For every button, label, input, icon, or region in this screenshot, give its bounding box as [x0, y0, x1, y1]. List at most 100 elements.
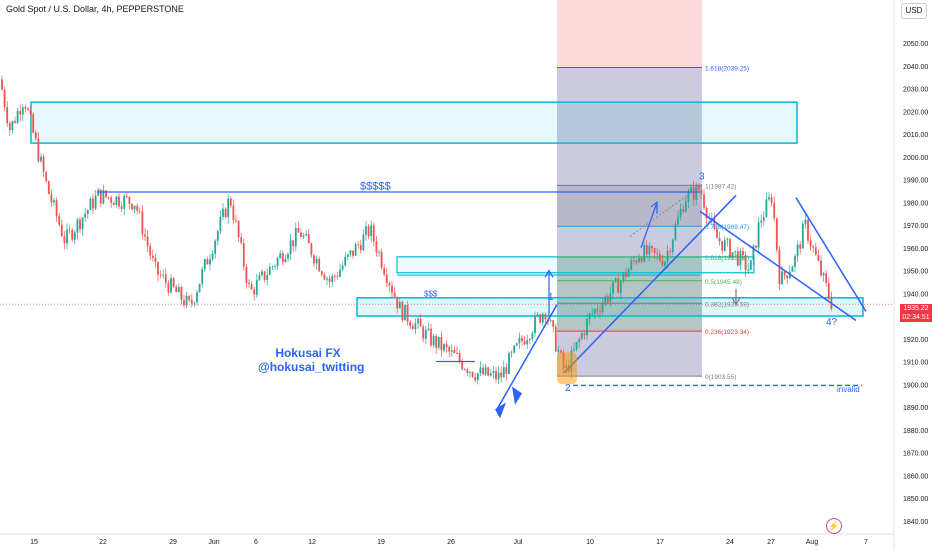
candle-body [352, 250, 354, 256]
candle-body [417, 318, 419, 324]
candle-body [401, 301, 404, 321]
candle-body [367, 226, 370, 237]
candle-body [817, 254, 820, 261]
y-tick-label: 1950.00 [903, 269, 928, 276]
candle-body [237, 221, 240, 238]
candle-body [45, 171, 48, 182]
candle-body [640, 258, 643, 262]
y-tick-label: 1860.00 [903, 473, 928, 480]
candle-body [783, 271, 786, 276]
candle-body [591, 313, 594, 315]
triangle-marker-1 [495, 402, 506, 419]
candle-body [357, 244, 360, 246]
candle-body [222, 208, 224, 217]
trendline-lower [699, 210, 857, 322]
candle-body [133, 205, 136, 210]
candle-body [822, 273, 825, 276]
fib-level-label: 0.236(1923.34) [705, 329, 749, 336]
candle-body [370, 225, 373, 237]
candle-body [471, 371, 474, 377]
candle-body [612, 281, 614, 294]
candle-body [341, 265, 344, 270]
candle-body [677, 216, 679, 225]
chart-title: Gold Spot / U.S. Dollar, 4h, PEPPERSTONE [6, 4, 184, 14]
candle-body [484, 367, 487, 375]
candle-body [79, 219, 81, 230]
candle-body [219, 216, 222, 232]
candle-body [599, 311, 601, 313]
candle-body [531, 333, 534, 339]
candle-body [24, 107, 27, 109]
author-watermark: Hokusai FX @hokusai_twitting [258, 346, 364, 374]
candle-body [521, 338, 523, 342]
candle-body [42, 156, 45, 172]
candle-body [773, 202, 776, 219]
candle-body [393, 292, 396, 297]
candle-body [796, 244, 799, 256]
trendline-upper [795, 197, 867, 312]
candle-body [55, 200, 58, 217]
candle-body [791, 266, 794, 272]
candle-body [799, 244, 802, 249]
y-tick-label: 2030.00 [903, 87, 928, 94]
candle-body [300, 232, 302, 237]
candle-body [120, 206, 123, 209]
candle-body [97, 189, 100, 196]
candle-body [430, 328, 432, 346]
candle-body [60, 224, 63, 237]
candle-body [645, 245, 648, 255]
candle-body [731, 252, 734, 258]
candle-body [809, 240, 812, 247]
candle-body [492, 370, 495, 374]
candle-body [648, 245, 651, 255]
candle-body [617, 278, 620, 293]
y-tick-label: 2020.00 [903, 109, 928, 116]
candle-body [726, 239, 729, 241]
candle-body [596, 309, 599, 312]
candle-body [541, 314, 544, 323]
candle-body [632, 260, 635, 262]
fib-level-label: 0(1903.55) [705, 374, 736, 381]
candle-body [16, 111, 19, 123]
candle-body [653, 248, 656, 254]
candle-body [47, 181, 50, 195]
candle-body [326, 278, 328, 280]
candle-body [638, 258, 640, 263]
candle-body [388, 283, 391, 286]
y-tick-label: 1940.00 [903, 291, 928, 298]
candle-body [635, 260, 638, 263]
candle-body [362, 234, 365, 251]
candle-body [687, 191, 690, 202]
y-tick-label: 1920.00 [903, 337, 928, 344]
candle-body [622, 272, 625, 282]
candle-body [183, 299, 185, 306]
candle-body [424, 329, 427, 339]
arrow-down [731, 288, 741, 306]
candle-body [775, 218, 778, 250]
candle-body [736, 251, 739, 266]
candle-body [284, 258, 287, 263]
candle-body [757, 222, 760, 248]
candle-body [180, 286, 183, 300]
candle-body [575, 341, 578, 350]
candle-body [27, 108, 29, 111]
candle-body [292, 240, 295, 247]
tradingview-logo-icon[interactable]: ⚡ [826, 518, 842, 534]
currency-button[interactable]: USD [901, 3, 927, 19]
candle-body [245, 266, 248, 283]
candle-body [539, 314, 542, 323]
candle-body [138, 210, 141, 212]
fib-level-label: 1.618(2039.25) [705, 65, 749, 72]
y-tick-label: 1850.00 [903, 496, 928, 503]
candle-body [188, 295, 191, 301]
y-tick-label: 1980.00 [903, 200, 928, 207]
candle-body [794, 255, 796, 267]
candle-body [419, 318, 422, 327]
candle-body [125, 195, 128, 197]
liquidity-label-small: $$$ [424, 290, 438, 299]
candle-body [216, 231, 219, 241]
candle-body [544, 314, 547, 320]
candle-body [448, 347, 451, 352]
candle-body [489, 373, 492, 376]
